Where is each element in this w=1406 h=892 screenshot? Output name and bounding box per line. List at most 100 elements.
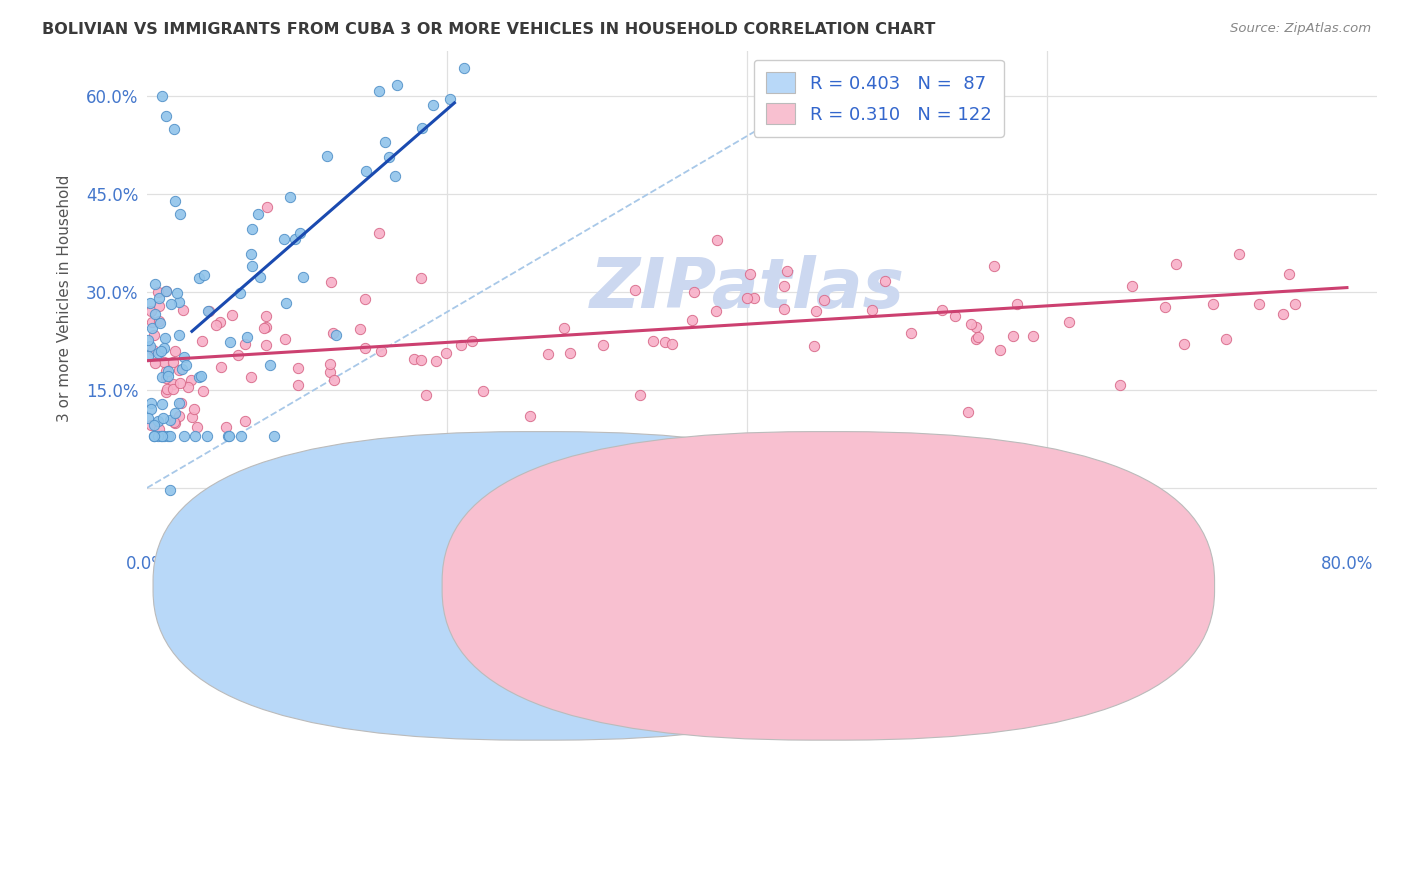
Point (143, 356, 166, 370)
Point (956, 405, 979, 419)
Point (931, 302, 953, 317)
Point (152, 411, 174, 425)
Point (1021, 328, 1043, 343)
Point (240, 247, 263, 261)
Point (226, 348, 249, 362)
Point (209, 315, 232, 329)
Y-axis label: 3 or more Vehicles in Household: 3 or more Vehicles in Household (58, 175, 72, 423)
Point (138, 411, 160, 425)
Point (1271, 306, 1294, 320)
Point (404, 351, 426, 366)
Point (415, 388, 437, 402)
Point (142, 429, 165, 443)
Point (411, 270, 433, 285)
Point (319, 365, 342, 379)
Point (1201, 296, 1223, 310)
Point (278, 189, 301, 203)
Point (683, 285, 706, 300)
Point (900, 326, 922, 340)
Point (198, 304, 221, 318)
Point (138, 333, 160, 347)
Point (377, 150, 399, 164)
Point (860, 303, 883, 318)
Point (422, 97, 444, 112)
Point (170, 396, 193, 410)
Point (167, 409, 190, 423)
Point (148, 291, 170, 305)
Point (740, 267, 762, 281)
Point (153, 429, 176, 443)
Point (143, 307, 166, 321)
Point (169, 396, 191, 410)
Point (159, 297, 181, 311)
Point (190, 368, 212, 383)
Point (434, 346, 457, 360)
Point (218, 429, 240, 443)
Point (219, 334, 242, 349)
Point (186, 420, 208, 434)
Point (193, 268, 215, 282)
Point (177, 380, 200, 394)
Point (150, 369, 173, 384)
Point (681, 313, 703, 327)
Point (187, 370, 209, 384)
Point (153, 331, 176, 345)
Point (943, 309, 966, 323)
Point (143, 429, 166, 443)
Point (155, 284, 177, 298)
Point (349, 322, 371, 336)
Point (1173, 337, 1195, 351)
Point (141, 418, 163, 433)
Point (146, 429, 169, 443)
Point (988, 343, 1011, 357)
Point (287, 378, 309, 392)
Point (142, 343, 165, 358)
Point (274, 332, 297, 346)
Point (191, 384, 214, 398)
Point (628, 388, 651, 402)
Point (143, 277, 166, 292)
Point (803, 339, 825, 353)
Point (157, 429, 180, 443)
Point (1121, 279, 1143, 293)
Point (142, 328, 165, 343)
Point (284, 231, 307, 245)
Point (139, 303, 162, 318)
Legend: R = 0.403   N =  87, R = 0.310   N = 122: R = 0.403 N = 87, R = 0.310 N = 122 (754, 60, 1004, 136)
Point (165, 194, 187, 208)
Point (773, 302, 796, 317)
Point (965, 332, 987, 346)
Point (804, 304, 827, 318)
Point (409, 352, 432, 367)
Point (162, 382, 184, 396)
Point (654, 334, 676, 349)
Point (148, 414, 170, 428)
Point (172, 303, 194, 318)
Point (553, 321, 575, 335)
Point (169, 376, 191, 391)
Point (190, 334, 212, 348)
Point (155, 384, 177, 399)
Point (461, 334, 484, 349)
Point (174, 358, 197, 372)
Point (1227, 247, 1250, 261)
Point (184, 429, 207, 443)
Point (146, 346, 169, 360)
Point (641, 334, 664, 348)
Point (163, 417, 186, 431)
Point (1284, 297, 1306, 311)
Point (875, 274, 897, 288)
Point (142, 417, 165, 432)
Point (354, 292, 377, 306)
Point (316, 149, 339, 163)
Point (148, 299, 170, 313)
Point (240, 259, 263, 273)
Point (155, 382, 177, 396)
Point (150, 89, 173, 103)
Point (254, 320, 277, 334)
Point (323, 373, 346, 387)
Point (384, 169, 406, 183)
Text: Source: ZipAtlas.com: Source: ZipAtlas.com (1230, 22, 1371, 36)
Point (439, 92, 461, 106)
Point (162, 377, 184, 392)
